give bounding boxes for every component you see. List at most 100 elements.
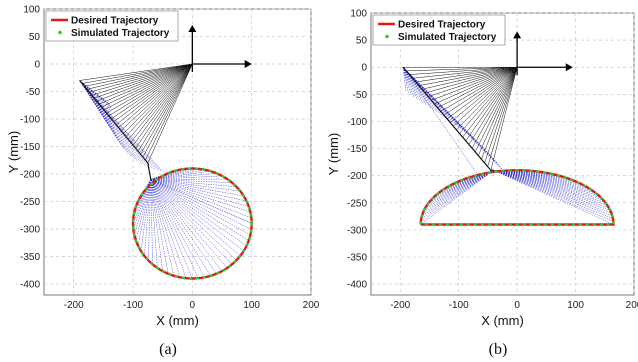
link-line <box>402 67 424 104</box>
linkage-lines <box>402 67 614 225</box>
arm-line <box>91 63 193 96</box>
y-tick-label: -350 <box>347 253 367 264</box>
y-tick-label: -100 <box>347 117 367 128</box>
y-tick-label: 100 <box>23 5 40 16</box>
link-line <box>150 179 153 265</box>
arm-line <box>453 67 518 127</box>
link-line <box>493 170 611 211</box>
arm-line <box>142 63 193 158</box>
link-line <box>493 170 578 183</box>
y-tick-label: 0 <box>34 60 40 71</box>
simulated-trajectory <box>131 167 253 280</box>
link-line <box>150 179 247 202</box>
arm-line <box>96 63 193 102</box>
y-axis-label: Y (mm) <box>326 133 341 175</box>
panel-label: (a) <box>159 341 177 358</box>
y-tick-label: -50 <box>26 87 41 98</box>
arm-line <box>79 80 149 164</box>
link-line <box>420 170 494 225</box>
arm-line <box>130 63 193 143</box>
arm-line <box>465 67 518 141</box>
link-line <box>150 179 244 252</box>
link-line <box>150 179 249 241</box>
arm-line <box>471 67 518 149</box>
link-line <box>79 80 135 160</box>
arm-line <box>474 67 518 152</box>
arm-line <box>118 63 193 128</box>
link-line <box>493 170 612 214</box>
link-line <box>150 179 247 247</box>
arm-line <box>449 67 518 123</box>
arm-line <box>421 66 518 90</box>
arm-line <box>440 67 518 112</box>
arm-lines <box>402 66 518 171</box>
arm-line <box>133 63 193 146</box>
link-line <box>150 179 175 276</box>
x-axis-label: X (mm) <box>156 313 199 328</box>
link-line <box>79 80 157 171</box>
x-tick-label: 200 <box>626 300 638 311</box>
link-line <box>150 179 241 192</box>
legend-box <box>372 14 506 46</box>
arm-line <box>428 66 518 97</box>
link-line <box>402 67 439 114</box>
link-line <box>150 179 199 279</box>
link-line <box>493 170 614 222</box>
legend-box <box>45 10 179 42</box>
link-line <box>137 179 152 246</box>
link-line <box>428 170 494 203</box>
arm-line <box>106 63 193 114</box>
link-line <box>140 179 152 252</box>
x-tick-label: -100 <box>449 300 469 311</box>
link-line <box>150 179 237 187</box>
x-tick-label: 100 <box>567 300 584 311</box>
legend-label-simulated: Simulated Trajectory <box>71 28 170 39</box>
link-line <box>425 170 494 208</box>
arm-line <box>415 66 518 83</box>
link-line <box>148 179 152 261</box>
y-tick-label: -200 <box>20 170 40 181</box>
y-tick-label: -150 <box>20 142 40 153</box>
link-line <box>150 179 158 269</box>
arm-line <box>128 63 193 140</box>
arm-line <box>481 67 518 160</box>
link-line <box>150 179 252 218</box>
link-line <box>493 170 586 187</box>
arm-line <box>115 63 193 125</box>
x-tick-label: -200 <box>390 300 410 311</box>
frame-y-arrow <box>188 25 197 32</box>
link-line <box>150 179 205 278</box>
arm-line <box>145 63 193 161</box>
legend-swatch-simulated <box>385 34 389 39</box>
arm-line <box>147 63 193 164</box>
link-line <box>493 170 613 217</box>
arm-line <box>98 63 193 105</box>
link-line <box>493 170 566 178</box>
y-tick-label: 0 <box>361 63 367 74</box>
y-tick-label: -350 <box>20 252 40 263</box>
link-line <box>150 179 163 272</box>
link-line <box>79 80 111 107</box>
link-line <box>79 80 111 106</box>
arm-line <box>462 67 518 138</box>
arm-line <box>487 67 518 167</box>
x-axis-label: X (mm) <box>481 313 524 328</box>
link-line <box>493 170 601 198</box>
link-line <box>79 80 139 162</box>
frame-y-arrow <box>513 31 522 39</box>
link-line <box>79 80 164 173</box>
link-line <box>150 173 217 180</box>
x-tick-label: 100 <box>243 300 260 311</box>
link-line <box>150 179 241 256</box>
link-line <box>402 67 418 100</box>
link-line <box>423 170 494 211</box>
y-tick-label: -300 <box>20 225 40 236</box>
link-line <box>150 179 252 224</box>
link-line <box>150 179 193 279</box>
y-tick-label: -50 <box>353 90 368 101</box>
link-line <box>150 179 223 272</box>
link-line <box>402 67 428 106</box>
arm-line <box>434 67 518 105</box>
y-tick-label: -300 <box>347 225 367 236</box>
